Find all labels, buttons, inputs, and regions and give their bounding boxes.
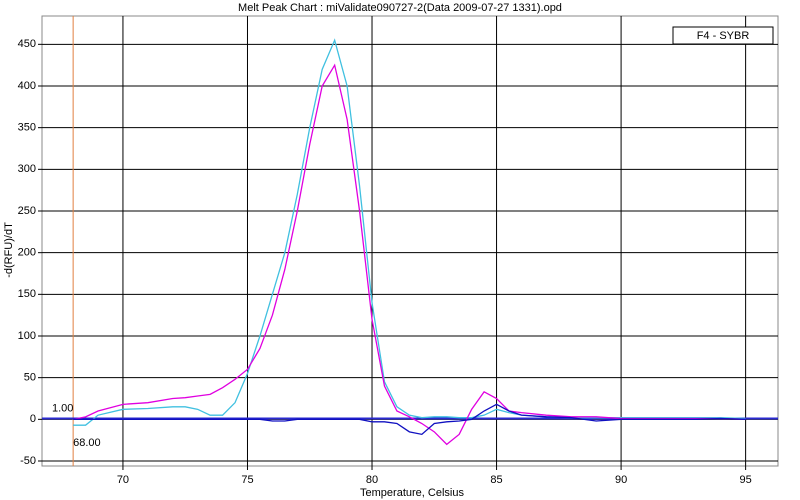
series-line — [73, 63, 746, 446]
x-tick-label: 70 — [117, 474, 129, 486]
y-tick-label: -50 — [20, 455, 36, 467]
legend-box — [672, 26, 774, 45]
x-tick-label: 85 — [490, 474, 502, 486]
marker-label: 68.00 — [73, 437, 101, 449]
y-tick-label: 0 — [30, 413, 36, 425]
y-tick-label: 200 — [18, 247, 36, 259]
threshold-label: 1.00 — [52, 402, 73, 414]
x-tick-label: 95 — [739, 474, 751, 486]
y-tick-label: 250 — [18, 205, 36, 217]
chart-title: Melt Peak Chart : miValidate090727-2(Dat… — [238, 2, 562, 14]
plot-area — [41, 15, 779, 467]
y-tick-label: 350 — [18, 122, 36, 134]
y-tick-label: 150 — [18, 288, 36, 300]
x-tick-label: 80 — [366, 474, 378, 486]
y-tick-label: 50 — [24, 372, 36, 384]
y-tick-label: 450 — [18, 38, 36, 50]
y-axis-label: -d(RFU)/dT — [3, 222, 15, 278]
x-tick-label: 90 — [615, 474, 627, 486]
legend-label: F4 - SYBR — [697, 30, 750, 42]
x-axis-label: Temperature, Celsius — [360, 487, 464, 499]
x-tick-label: 75 — [241, 474, 253, 486]
y-tick-label: 400 — [18, 80, 36, 92]
y-tick-label: 300 — [18, 163, 36, 175]
y-tick-label: 100 — [18, 330, 36, 342]
series-line — [73, 403, 746, 436]
